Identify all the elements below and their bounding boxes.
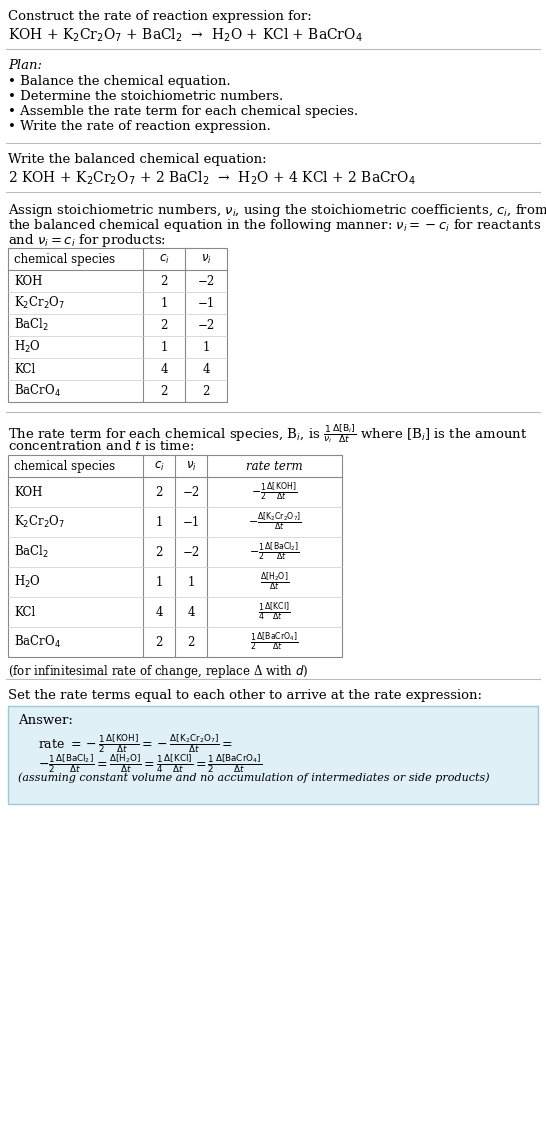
Text: 1: 1 <box>161 340 168 354</box>
Text: rate $= -\frac{1}{2}\frac{\Delta[\mathrm{KOH}]}{\Delta t} = -\frac{\Delta[\mathr: rate $= -\frac{1}{2}\frac{\Delta[\mathrm… <box>38 732 233 754</box>
Text: KCl: KCl <box>14 363 35 376</box>
Text: 4: 4 <box>202 363 210 376</box>
Text: $\frac{1}{2}\frac{\Delta[\mathrm{BaCrO_4}]}{\Delta t}$: $\frac{1}{2}\frac{\Delta[\mathrm{BaCrO_4… <box>250 630 299 653</box>
Text: 2: 2 <box>155 635 163 649</box>
Text: • Assemble the rate term for each chemical species.: • Assemble the rate term for each chemic… <box>8 105 358 118</box>
Text: (assuming constant volume and no accumulation of intermediates or side products): (assuming constant volume and no accumul… <box>18 772 490 783</box>
Text: 1: 1 <box>155 576 163 588</box>
Text: Answer:: Answer: <box>18 714 73 727</box>
Text: 2: 2 <box>155 486 163 498</box>
Text: BaCl$_2$: BaCl$_2$ <box>14 544 49 560</box>
Text: Construct the rate of reaction expression for:: Construct the rate of reaction expressio… <box>8 10 312 23</box>
Text: BaCrO$_4$: BaCrO$_4$ <box>14 384 61 399</box>
Text: $-\frac{1}{2}\frac{\Delta[\mathrm{KOH}]}{\Delta t}$: $-\frac{1}{2}\frac{\Delta[\mathrm{KOH}]}… <box>251 480 298 503</box>
Text: Set the rate terms equal to each other to arrive at the rate expression:: Set the rate terms equal to each other t… <box>8 688 482 702</box>
Text: chemical species: chemical species <box>14 253 115 265</box>
Text: KOH + K$_2$Cr$_2$O$_7$ + BaCl$_2$  →  H$_2$O + KCl + BaCrO$_4$: KOH + K$_2$Cr$_2$O$_7$ + BaCl$_2$ → H$_2… <box>8 27 363 44</box>
Text: −2: −2 <box>182 545 200 559</box>
Text: • Determine the stoichiometric numbers.: • Determine the stoichiometric numbers. <box>8 90 283 104</box>
Text: 1: 1 <box>187 576 195 588</box>
Text: $\frac{\Delta[\mathrm{H_2O}]}{\Delta t}$: $\frac{\Delta[\mathrm{H_2O}]}{\Delta t}$ <box>260 570 289 593</box>
Text: −1: −1 <box>182 516 200 528</box>
Text: $-\frac{1}{2}\frac{\Delta[\mathrm{BaCl_2}]}{\Delta t}$: $-\frac{1}{2}\frac{\Delta[\mathrm{BaCl_2… <box>249 541 300 563</box>
Text: $\nu_i$: $\nu_i$ <box>186 460 197 472</box>
Text: $\frac{1}{4}\frac{\Delta[\mathrm{KCl}]}{\Delta t}$: $\frac{1}{4}\frac{\Delta[\mathrm{KCl}]}{… <box>258 601 290 624</box>
Text: • Write the rate of reaction expression.: • Write the rate of reaction expression. <box>8 119 271 133</box>
Text: 4: 4 <box>187 605 195 618</box>
Text: 2: 2 <box>203 385 210 397</box>
Text: concentration and $t$ is time:: concentration and $t$ is time: <box>8 439 194 453</box>
Text: Plan:: Plan: <box>8 59 42 72</box>
Text: $\nu_i$: $\nu_i$ <box>200 253 211 265</box>
Text: $c_i$: $c_i$ <box>153 460 164 472</box>
Text: BaCl$_2$: BaCl$_2$ <box>14 318 49 333</box>
Text: $-\frac{\Delta[\mathrm{K_2Cr_2O_7}]}{\Delta t}$: $-\frac{\Delta[\mathrm{K_2Cr_2O_7}]}{\De… <box>247 511 301 534</box>
Text: 2: 2 <box>161 274 168 288</box>
Text: 1: 1 <box>203 340 210 354</box>
Text: chemical species: chemical species <box>14 460 115 472</box>
Text: KOH: KOH <box>14 486 43 498</box>
Text: 1: 1 <box>155 516 163 528</box>
Text: 1: 1 <box>161 297 168 310</box>
Text: The rate term for each chemical species, B$_i$, is $\frac{1}{\nu_i}\frac{\Delta[: The rate term for each chemical species,… <box>8 422 527 445</box>
Bar <box>8 248 227 402</box>
Text: K$_2$Cr$_2$O$_7$: K$_2$Cr$_2$O$_7$ <box>14 514 65 530</box>
Text: 2: 2 <box>155 545 163 559</box>
Bar <box>8 455 342 657</box>
Text: −2: −2 <box>182 486 200 498</box>
Text: K$_2$Cr$_2$O$_7$: K$_2$Cr$_2$O$_7$ <box>14 295 65 311</box>
Text: H$_2$O: H$_2$O <box>14 574 41 589</box>
Text: $-\frac{1}{2}\frac{\Delta[\mathrm{BaCl_2}]}{\Delta t} = \frac{\Delta[\mathrm{H_2: $-\frac{1}{2}\frac{\Delta[\mathrm{BaCl_2… <box>38 752 262 775</box>
Text: −2: −2 <box>197 274 215 288</box>
Text: (for infinitesimal rate of change, replace Δ with $d$): (for infinitesimal rate of change, repla… <box>8 663 308 681</box>
Text: • Balance the chemical equation.: • Balance the chemical equation. <box>8 75 230 88</box>
Text: −1: −1 <box>197 297 215 310</box>
Bar <box>8 706 538 805</box>
Text: BaCrO$_4$: BaCrO$_4$ <box>14 634 61 650</box>
Text: 2: 2 <box>161 319 168 331</box>
Text: 4: 4 <box>160 363 168 376</box>
Text: 2: 2 <box>187 635 195 649</box>
Text: Assign stoichiometric numbers, $\nu_i$, using the stoichiometric coefficients, $: Assign stoichiometric numbers, $\nu_i$, … <box>8 203 546 218</box>
Text: 2 KOH + K$_2$Cr$_2$O$_7$ + 2 BaCl$_2$  →  H$_2$O + 4 KCl + 2 BaCrO$_4$: 2 KOH + K$_2$Cr$_2$O$_7$ + 2 BaCl$_2$ → … <box>8 170 416 188</box>
Text: the balanced chemical equation in the following manner: $\nu_i = -c_i$ for react: the balanced chemical equation in the fo… <box>8 217 541 234</box>
Text: KOH: KOH <box>14 274 43 288</box>
Text: 2: 2 <box>161 385 168 397</box>
Text: H$_2$O: H$_2$O <box>14 339 41 355</box>
Text: 4: 4 <box>155 605 163 618</box>
Text: Write the balanced chemical equation:: Write the balanced chemical equation: <box>8 152 266 166</box>
Text: $c_i$: $c_i$ <box>159 253 169 265</box>
Text: KCl: KCl <box>14 605 35 618</box>
Text: −2: −2 <box>197 319 215 331</box>
Text: and $\nu_i = c_i$ for products:: and $\nu_i = c_i$ for products: <box>8 232 166 249</box>
Text: rate term: rate term <box>246 460 303 472</box>
